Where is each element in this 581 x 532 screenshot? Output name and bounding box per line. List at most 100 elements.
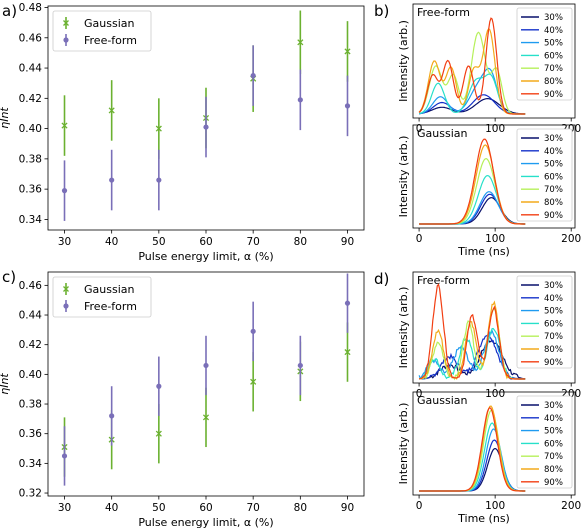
legend-label: 30% [544,13,563,23]
y-tick-label: 0.36 [19,428,43,440]
y-tick-label: 0.42 [19,93,42,105]
data-point [61,453,68,459]
data-point [297,39,304,46]
y-tick-label: 0.38 [19,399,42,411]
x-tick-label: 90 [341,502,354,514]
y-tick-label: 0.34 [19,458,43,470]
series-line-60pct [419,174,526,225]
legend-label: 80% [544,465,563,475]
series-line-80pct [419,300,526,380]
y-tick-label: 0.40 [19,123,42,135]
legend-label: 30% [544,401,563,411]
legend-label: 50% [544,427,563,437]
y-axis-label: ηInt [0,107,11,129]
x-tick-label: 0 [416,388,423,400]
plot-frame [412,3,576,119]
x-tick-label: 80 [294,502,307,514]
x-tick-label: 60 [199,236,212,248]
x-tick-label: 0 [416,500,423,512]
x-axis-label: Pulse energy limit, α (%) [138,516,273,529]
legend-marker [63,286,69,292]
legend-label: 90% [544,90,563,100]
panel-c: 30 40 50 60 70 80 90 0.32 0.34 0.36 0.38 0.40 0.42 0.… [0,271,365,529]
x-tick-label: 60 [199,502,212,514]
legend-marker [63,37,69,43]
y-tick-label: 0.38 [19,153,42,165]
data-point [344,48,351,55]
x-tick-label: 0 [416,233,423,245]
x-tick-label: 50 [152,236,165,248]
legend-marker [63,303,69,309]
data-point [109,413,115,419]
legend-label: 40% [544,294,563,304]
y-axis-label: Intensity (arb.) [397,287,410,369]
legend-label: 90% [544,211,563,221]
legend-box [52,10,152,52]
legend-label: 80% [544,345,563,355]
panel-title: Free-form [417,6,470,19]
legend-label: 80% [544,198,563,208]
x-axis-label: Time (ns) [457,245,510,258]
y-tick-label: 0.46 [19,32,43,44]
series-line-30pct [419,339,526,380]
y-axis-label: Intensity (arb.) [397,136,410,218]
y-tick-label: 0.40 [19,369,42,381]
legend-box [516,128,573,222]
series-line-90pct [419,138,526,225]
data-point [250,378,257,385]
legend: 30% 40% 50% 60% 70% 80% 90% [516,7,573,101]
panel-b-bottom: 0 100 200 Time (ns) Intensity (arb.) Gaussian… [397,124,581,258]
panel-label-b: b) [374,2,389,20]
data-point [155,430,162,437]
x-axis-label: Time (ns) [457,512,510,525]
x-tick-label: 70 [246,236,259,248]
x-tick-label: 30 [58,236,71,248]
plot-frame [412,391,576,496]
panel-label-c: c) [2,268,16,286]
legend-box [52,276,152,318]
legend-label: 40% [544,26,563,36]
series-line-40pct [419,331,526,380]
data-point [156,177,162,183]
legend-label: 70% [544,332,563,342]
y-tick-label: 0.42 [19,339,42,351]
legend: Gaussian Free-form [52,10,152,52]
legend-label: 50% [544,39,563,49]
x-tick-label: 50 [152,502,165,514]
data-point [202,414,210,421]
x-tick-label: 100 [485,233,505,245]
legend: 30% 40% 50% 60% 70% 80% 90% [516,128,573,222]
x-tick-label: 90 [341,236,354,248]
data-point [61,122,68,129]
data-point [155,125,162,132]
legend-label: 70% [544,452,563,462]
legend-label: 70% [544,185,563,195]
series-line-70pct [418,31,526,115]
legend-label: 50% [544,160,563,170]
legend: Gaussian Free-form [52,276,152,318]
y-axis-label: Intensity (arb.) [397,403,410,485]
panel-label-d: d) [374,270,389,288]
data-point [344,300,351,306]
x-tick-label: 40 [105,502,118,514]
panel-a: 30 40 50 60 70 80 90 0.34 0.36 0.38 0.40 0.42 0.44 0.… [0,2,365,263]
legend-label: Free-form [84,300,137,313]
y-axis-label: ηInt [0,373,11,395]
legend-label: 60% [544,172,563,182]
data-point [344,103,351,109]
legend-label: 60% [544,51,563,61]
series-line-30pct [419,97,526,115]
legend-label: 80% [544,77,563,87]
legend-label: 90% [544,478,563,488]
x-tick-label: 100 [485,388,505,400]
y-tick-label: 0.44 [19,63,43,75]
legend-label: 30% [544,134,563,144]
legend-box [516,395,573,489]
data-point [250,73,256,79]
legend-label: 60% [544,439,563,449]
y-axis-label: Intensity (arb.) [397,20,410,102]
legend-label: 50% [544,307,563,317]
legend-box [516,7,573,101]
